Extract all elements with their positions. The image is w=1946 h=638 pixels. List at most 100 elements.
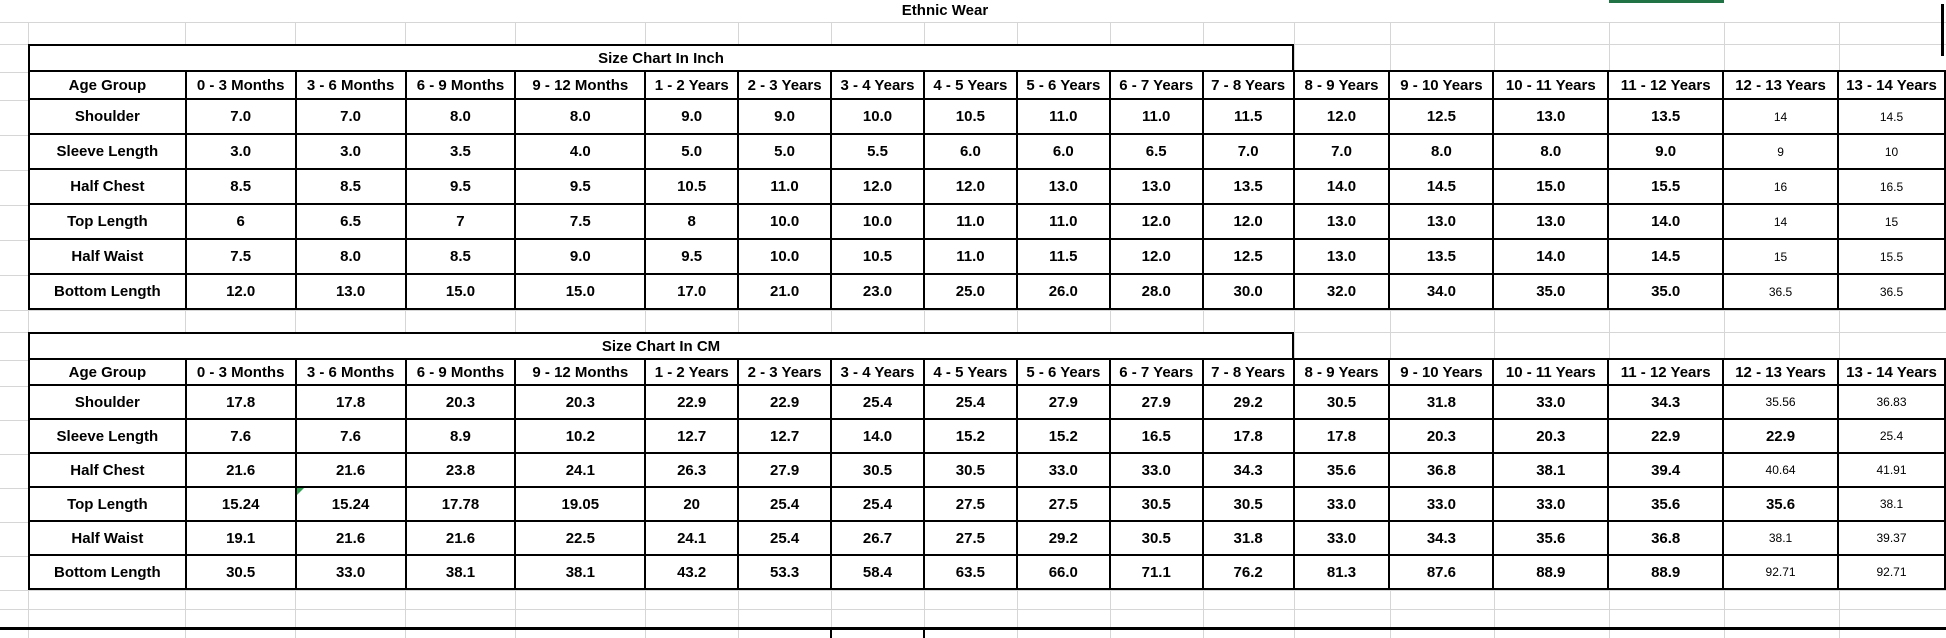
size-cell[interactable]: 11.0 bbox=[922, 238, 1018, 275]
size-cell[interactable]: 41.91 bbox=[1836, 452, 1946, 488]
size-cell[interactable]: 10 bbox=[1836, 133, 1946, 170]
size-cell[interactable]: 12.0 bbox=[1108, 203, 1204, 240]
column-header[interactable]: 11 - 12 Years bbox=[1607, 70, 1725, 100]
size-cell[interactable]: 21.6 bbox=[184, 452, 297, 488]
size-cell[interactable]: 9.0 bbox=[644, 98, 740, 135]
size-cell[interactable]: 25.4 bbox=[830, 486, 925, 522]
size-cell[interactable]: 6.5 bbox=[1108, 133, 1204, 170]
size-cell[interactable]: 33.0 bbox=[1388, 486, 1495, 522]
column-header[interactable]: 3 - 4 Years bbox=[830, 358, 925, 386]
size-cell[interactable]: 6.0 bbox=[1015, 133, 1111, 170]
size-cell[interactable]: 15 bbox=[1836, 203, 1946, 240]
size-cell[interactable]: 21.6 bbox=[294, 520, 407, 556]
size-cell[interactable]: 9.5 bbox=[514, 168, 647, 205]
size-cell[interactable]: 7.0 bbox=[1292, 133, 1391, 170]
size-cell[interactable]: 20.3 bbox=[1492, 418, 1610, 454]
size-cell[interactable]: 9.0 bbox=[737, 98, 833, 135]
column-header[interactable]: 6 - 9 Months bbox=[404, 358, 517, 386]
size-cell[interactable]: 14.5 bbox=[1836, 98, 1946, 135]
size-cell[interactable]: 39.37 bbox=[1836, 520, 1946, 556]
column-header[interactable]: 8 - 9 Years bbox=[1292, 358, 1391, 386]
column-header[interactable]: 9 - 10 Years bbox=[1388, 70, 1495, 100]
size-cell[interactable]: 20.3 bbox=[1388, 418, 1495, 454]
size-cell[interactable]: 10.5 bbox=[830, 238, 925, 275]
size-cell[interactable]: 9 bbox=[1722, 133, 1839, 170]
size-cell[interactable]: 13.5 bbox=[1607, 98, 1725, 135]
row-label[interactable]: Half Waist bbox=[28, 238, 187, 275]
size-cell[interactable]: 58.4 bbox=[830, 554, 925, 590]
size-cell[interactable]: 15.24 bbox=[294, 486, 407, 522]
size-cell[interactable]: 76.2 bbox=[1201, 554, 1295, 590]
size-cell[interactable]: 43.2 bbox=[644, 554, 740, 590]
column-header[interactable]: 12 - 13 Years bbox=[1722, 70, 1839, 100]
size-cell[interactable]: 3.5 bbox=[404, 133, 517, 170]
size-cell[interactable]: 34.3 bbox=[1388, 520, 1495, 556]
size-cell[interactable]: 17.8 bbox=[184, 384, 297, 420]
size-cell[interactable]: 27.5 bbox=[922, 520, 1018, 556]
size-cell[interactable]: 29.2 bbox=[1015, 520, 1111, 556]
size-cell[interactable]: 8.5 bbox=[294, 168, 407, 205]
size-cell[interactable]: 15.5 bbox=[1607, 168, 1725, 205]
size-cell[interactable]: 13.0 bbox=[1015, 168, 1111, 205]
size-cell[interactable]: 25.4 bbox=[830, 384, 925, 420]
size-cell[interactable]: 7 bbox=[404, 203, 517, 240]
size-cell[interactable]: 14.0 bbox=[1492, 238, 1610, 275]
size-cell[interactable]: 38.1 bbox=[1722, 520, 1839, 556]
size-cell[interactable]: 39.4 bbox=[1607, 452, 1725, 488]
size-cell[interactable]: 15.0 bbox=[1492, 168, 1610, 205]
size-cell[interactable]: 22.9 bbox=[644, 384, 740, 420]
size-cell[interactable]: 14.0 bbox=[1607, 203, 1725, 240]
size-cell[interactable]: 53.3 bbox=[737, 554, 833, 590]
size-cell[interactable]: 35.0 bbox=[1492, 273, 1610, 310]
size-cell[interactable]: 11.0 bbox=[737, 168, 833, 205]
size-cell[interactable]: 11.5 bbox=[1201, 98, 1295, 135]
size-cell[interactable]: 31.8 bbox=[1201, 520, 1295, 556]
size-cell[interactable]: 12.7 bbox=[737, 418, 833, 454]
size-cell[interactable]: 32.0 bbox=[1292, 273, 1391, 310]
size-cell[interactable]: 7.0 bbox=[184, 98, 297, 135]
column-header[interactable]: 7 - 8 Years bbox=[1201, 70, 1295, 100]
size-cell[interactable]: 13.0 bbox=[1292, 203, 1391, 240]
size-cell[interactable]: 7.6 bbox=[184, 418, 297, 454]
column-header[interactable]: 11 - 12 Years bbox=[1607, 358, 1725, 386]
size-cell[interactable]: 36.8 bbox=[1388, 452, 1495, 488]
size-cell[interactable]: 24.1 bbox=[644, 520, 740, 556]
size-cell[interactable]: 5.5 bbox=[830, 133, 925, 170]
size-cell[interactable]: 13.5 bbox=[1201, 168, 1295, 205]
size-cell[interactable]: 12.0 bbox=[1201, 203, 1295, 240]
size-cell[interactable]: 6.5 bbox=[294, 203, 407, 240]
size-cell[interactable]: 15.2 bbox=[1015, 418, 1111, 454]
column-header[interactable]: 9 - 12 Months bbox=[514, 358, 647, 386]
size-cell[interactable]: 9.0 bbox=[1607, 133, 1725, 170]
size-cell[interactable]: 8.0 bbox=[514, 98, 647, 135]
size-cell[interactable]: 29.2 bbox=[1201, 384, 1295, 420]
size-cell[interactable]: 22.9 bbox=[737, 384, 833, 420]
size-cell[interactable]: 71.1 bbox=[1108, 554, 1204, 590]
size-cell[interactable]: 35.6 bbox=[1492, 520, 1610, 556]
size-cell[interactable]: 8.0 bbox=[404, 98, 517, 135]
size-cell[interactable]: 22.5 bbox=[514, 520, 647, 556]
column-header[interactable]: 3 - 6 Months bbox=[294, 358, 407, 386]
column-header[interactable]: 5 - 6 Years bbox=[1015, 70, 1111, 100]
size-cell[interactable]: 10.0 bbox=[737, 238, 833, 275]
column-header[interactable]: 12 - 13 Years bbox=[1722, 358, 1839, 386]
size-cell[interactable]: 30.5 bbox=[1108, 486, 1204, 522]
size-cell[interactable]: 36.83 bbox=[1836, 384, 1946, 420]
size-cell[interactable]: 11.0 bbox=[922, 203, 1018, 240]
size-cell[interactable]: 33.0 bbox=[1015, 452, 1111, 488]
size-cell[interactable]: 81.3 bbox=[1292, 554, 1391, 590]
size-cell[interactable]: 12.7 bbox=[644, 418, 740, 454]
size-cell[interactable]: 14 bbox=[1722, 203, 1839, 240]
size-cell[interactable]: 15.2 bbox=[922, 418, 1018, 454]
size-cell[interactable]: 35.6 bbox=[1607, 486, 1725, 522]
size-cell[interactable]: 16 bbox=[1722, 168, 1839, 205]
size-cell[interactable]: 7.6 bbox=[294, 418, 407, 454]
size-cell[interactable]: 28.0 bbox=[1108, 273, 1204, 310]
size-cell[interactable]: 20.3 bbox=[514, 384, 647, 420]
size-cell[interactable]: 26.7 bbox=[830, 520, 925, 556]
size-cell[interactable]: 23.8 bbox=[404, 452, 517, 488]
size-cell[interactable]: 27.9 bbox=[1108, 384, 1204, 420]
size-cell[interactable]: 33.0 bbox=[1492, 384, 1610, 420]
size-cell[interactable]: 13.0 bbox=[1388, 203, 1495, 240]
size-cell[interactable]: 10.0 bbox=[830, 203, 925, 240]
